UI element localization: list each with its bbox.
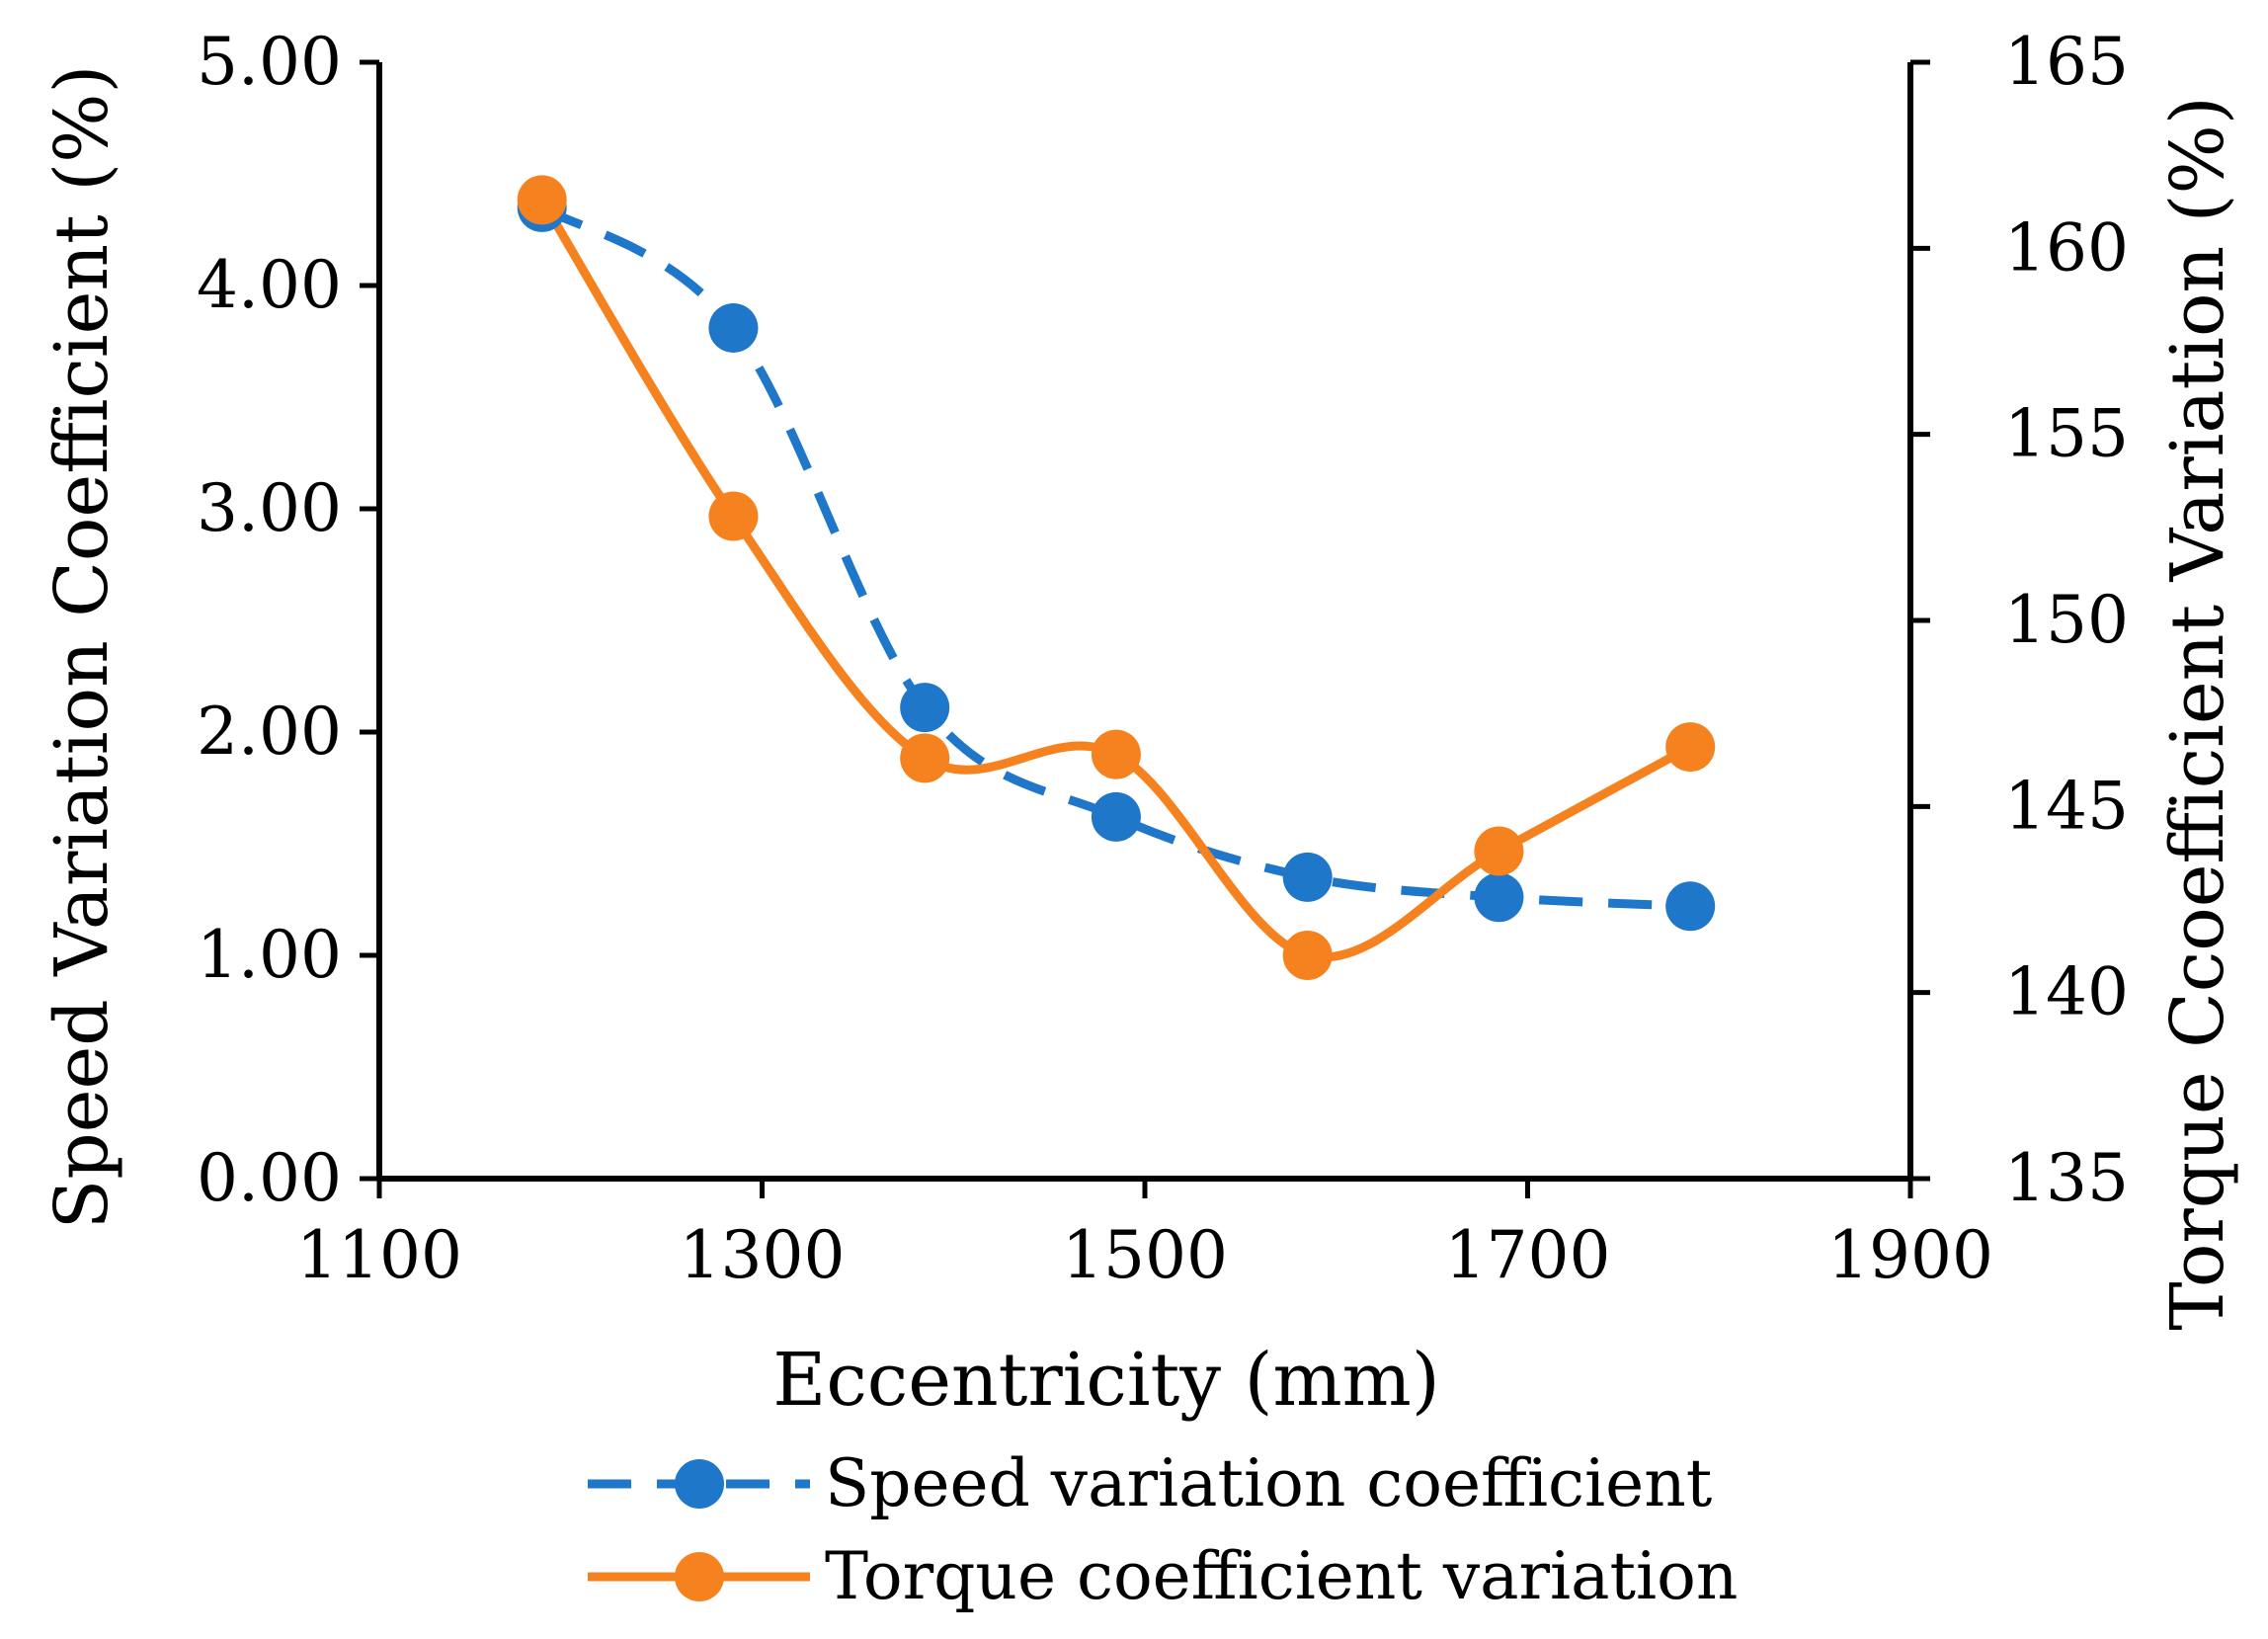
series-1-point bbox=[1665, 722, 1716, 773]
legend-swatch-marker-speed bbox=[675, 1459, 724, 1509]
legend-swatch-marker-torque bbox=[675, 1552, 724, 1601]
series-1-point bbox=[1282, 931, 1333, 980]
y-left-tick-label: 1.00 bbox=[197, 917, 342, 993]
legend-label-speed: Speed variation coefficient bbox=[825, 1445, 1712, 1521]
y-left-tick-label: 0.00 bbox=[197, 1140, 342, 1216]
y-left-tick-label: 4.00 bbox=[197, 247, 342, 323]
y-right-tick-label: 165 bbox=[2004, 24, 2129, 100]
y-left-tick-label: 2.00 bbox=[197, 694, 342, 770]
series-1-point bbox=[708, 491, 759, 541]
x-tick-label: 1900 bbox=[1827, 1217, 1993, 1293]
y-right-tick-label: 145 bbox=[2004, 768, 2129, 844]
y-left-axis-title: Speed Variation Coefficient (%) bbox=[40, 65, 124, 1230]
y-left-tick-label: 3.00 bbox=[197, 470, 342, 546]
x-tick-label: 1500 bbox=[1062, 1217, 1228, 1293]
series-1-point bbox=[1474, 826, 1524, 876]
series-0-point bbox=[708, 302, 759, 353]
series-1-point bbox=[1091, 729, 1141, 779]
x-tick-label: 1700 bbox=[1445, 1217, 1611, 1293]
x-axis-title: Eccentricity (mm) bbox=[772, 1338, 1439, 1423]
y-right-tick-label: 140 bbox=[2004, 954, 2129, 1030]
y-left-tick-label: 5.00 bbox=[197, 24, 342, 100]
series-1-point bbox=[517, 175, 567, 225]
series-0-point bbox=[1665, 881, 1716, 932]
x-tick-label: 1100 bbox=[296, 1217, 462, 1293]
y-left-ticks: 0.00 1.00 2.00 3.00 4.00 5.00 bbox=[197, 24, 379, 1216]
x-tick-label: 1300 bbox=[680, 1217, 846, 1293]
series-0-point bbox=[1282, 852, 1333, 902]
x-ticks: 1100 1300 1500 1700 1900 bbox=[296, 1179, 1993, 1293]
legend-label-torque: Torque coefficient variation bbox=[825, 1538, 1738, 1614]
series-0-point bbox=[1091, 791, 1141, 842]
series-1-point bbox=[900, 733, 950, 783]
y-right-tick-label: 155 bbox=[2004, 396, 2129, 472]
series-0-point bbox=[900, 683, 950, 733]
y-right-tick-label: 150 bbox=[2004, 582, 2129, 658]
y-right-axis-title: Torque Ccoefficient Variation (%) bbox=[2155, 96, 2240, 1330]
y-right-tick-label: 160 bbox=[2004, 209, 2129, 286]
y-right-tick-label: 135 bbox=[2004, 1140, 2129, 1216]
series-0-point bbox=[1474, 872, 1524, 923]
series-points bbox=[517, 175, 1716, 980]
legend: Speed variation coefficient Torque coeff… bbox=[588, 1445, 1738, 1614]
y-right-ticks: 135 140 145 150 155 160 165 bbox=[1910, 24, 2129, 1216]
